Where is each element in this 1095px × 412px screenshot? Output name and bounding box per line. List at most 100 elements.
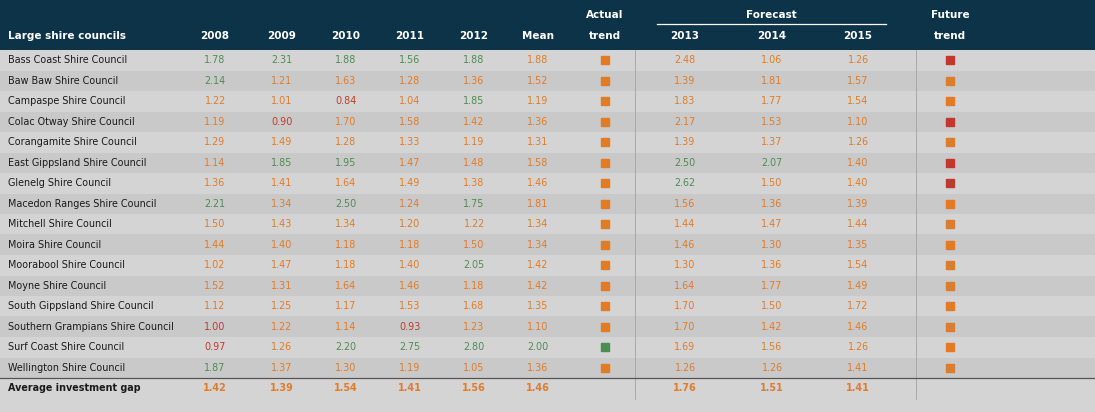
- Text: 1.35: 1.35: [528, 301, 549, 311]
- Text: 1.37: 1.37: [761, 137, 783, 147]
- Text: 1.22: 1.22: [272, 322, 292, 332]
- Text: 1.25: 1.25: [272, 301, 292, 311]
- Text: 1.37: 1.37: [272, 363, 292, 373]
- Text: 1.88: 1.88: [528, 55, 549, 65]
- Text: 1.70: 1.70: [675, 301, 695, 311]
- Text: 1.81: 1.81: [528, 199, 549, 209]
- Text: 1.24: 1.24: [400, 199, 420, 209]
- Text: 1.33: 1.33: [400, 137, 420, 147]
- Text: 1.30: 1.30: [675, 260, 695, 270]
- Text: Surf Coast Shire Council: Surf Coast Shire Council: [8, 342, 124, 352]
- Text: Moira Shire Council: Moira Shire Council: [8, 240, 101, 250]
- Text: 1.42: 1.42: [463, 117, 485, 127]
- Text: Moyne Shire Council: Moyne Shire Council: [8, 281, 106, 291]
- Text: 1.26: 1.26: [848, 137, 868, 147]
- Text: 2012: 2012: [460, 31, 488, 41]
- Text: 1.44: 1.44: [205, 240, 226, 250]
- Text: 0.84: 0.84: [335, 96, 357, 106]
- Text: 1.49: 1.49: [848, 281, 868, 291]
- Bar: [0, 255, 1095, 276]
- Text: 1.35: 1.35: [848, 240, 868, 250]
- Text: 2.00: 2.00: [528, 342, 549, 352]
- Text: Mean: Mean: [522, 31, 554, 41]
- Text: 1.46: 1.46: [400, 281, 420, 291]
- Text: 1.51: 1.51: [760, 383, 784, 393]
- Text: Glenelg Shire Council: Glenelg Shire Council: [8, 178, 111, 188]
- Text: 1.87: 1.87: [205, 363, 226, 373]
- Text: Corangamite Shire Council: Corangamite Shire Council: [8, 137, 137, 147]
- Bar: [0, 173, 1095, 194]
- Text: 1.14: 1.14: [205, 158, 226, 168]
- Text: 1.50: 1.50: [205, 219, 226, 229]
- Bar: [0, 112, 1095, 132]
- Text: 1.01: 1.01: [272, 96, 292, 106]
- Text: 1.36: 1.36: [761, 199, 783, 209]
- Text: 1.53: 1.53: [761, 117, 783, 127]
- Text: 1.28: 1.28: [335, 137, 357, 147]
- Text: 1.18: 1.18: [335, 240, 357, 250]
- Text: 2.31: 2.31: [272, 55, 292, 65]
- Text: 1.30: 1.30: [761, 240, 783, 250]
- Text: 1.81: 1.81: [761, 76, 783, 86]
- Text: 1.26: 1.26: [272, 342, 292, 352]
- Text: 2.07: 2.07: [761, 158, 783, 168]
- Text: 1.83: 1.83: [675, 96, 695, 106]
- Bar: [0, 152, 1095, 173]
- Text: 1.04: 1.04: [400, 96, 420, 106]
- Text: 1.47: 1.47: [272, 260, 292, 270]
- Text: 1.50: 1.50: [761, 178, 783, 188]
- Text: 2.14: 2.14: [205, 76, 226, 86]
- Text: 1.12: 1.12: [205, 301, 226, 311]
- Text: 2015: 2015: [843, 31, 873, 41]
- Text: 1.54: 1.54: [848, 260, 868, 270]
- Text: 2010: 2010: [332, 31, 360, 41]
- Text: 1.34: 1.34: [528, 240, 549, 250]
- Text: 1.22: 1.22: [463, 219, 485, 229]
- Text: 1.54: 1.54: [848, 96, 868, 106]
- Text: 1.19: 1.19: [463, 137, 485, 147]
- Text: 2.50: 2.50: [335, 199, 357, 209]
- Text: 1.54: 1.54: [334, 383, 358, 393]
- Text: 1.26: 1.26: [761, 363, 783, 373]
- Text: 2008: 2008: [200, 31, 230, 41]
- Text: 1.43: 1.43: [272, 219, 292, 229]
- Text: 1.26: 1.26: [675, 363, 695, 373]
- Text: 1.10: 1.10: [848, 117, 868, 127]
- Text: 1.46: 1.46: [526, 383, 550, 393]
- Text: 0.93: 0.93: [400, 322, 420, 332]
- Text: 1.44: 1.44: [848, 219, 868, 229]
- Text: 1.31: 1.31: [528, 137, 549, 147]
- Text: Southern Grampians Shire Council: Southern Grampians Shire Council: [8, 322, 174, 332]
- Text: 1.26: 1.26: [848, 55, 868, 65]
- Text: 1.75: 1.75: [463, 199, 485, 209]
- Text: 1.40: 1.40: [848, 158, 868, 168]
- Text: 1.38: 1.38: [463, 178, 485, 188]
- Text: 1.78: 1.78: [205, 55, 226, 65]
- Text: 1.85: 1.85: [272, 158, 292, 168]
- Text: 1.88: 1.88: [463, 55, 485, 65]
- Text: 1.70: 1.70: [335, 117, 357, 127]
- Text: 1.88: 1.88: [335, 55, 357, 65]
- Text: 1.39: 1.39: [270, 383, 293, 393]
- Text: 2009: 2009: [267, 31, 297, 41]
- Bar: [0, 296, 1095, 316]
- Text: South Gippsland Shire Council: South Gippsland Shire Council: [8, 301, 153, 311]
- Text: 1.40: 1.40: [400, 260, 420, 270]
- Bar: [0, 234, 1095, 255]
- Text: 1.39: 1.39: [848, 199, 868, 209]
- Text: 1.50: 1.50: [463, 240, 485, 250]
- Text: 1.39: 1.39: [675, 137, 695, 147]
- Text: 2014: 2014: [758, 31, 786, 41]
- Text: 1.42: 1.42: [203, 383, 227, 393]
- Bar: [0, 276, 1095, 296]
- Text: 1.69: 1.69: [675, 342, 695, 352]
- Text: 1.21: 1.21: [272, 76, 292, 86]
- Text: Actual: Actual: [586, 10, 624, 20]
- Text: 1.28: 1.28: [400, 76, 420, 86]
- Text: 1.36: 1.36: [761, 260, 783, 270]
- Text: 1.14: 1.14: [335, 322, 357, 332]
- Text: 1.72: 1.72: [848, 301, 868, 311]
- Text: 1.36: 1.36: [205, 178, 226, 188]
- Text: 1.02: 1.02: [205, 260, 226, 270]
- Text: 1.57: 1.57: [848, 76, 868, 86]
